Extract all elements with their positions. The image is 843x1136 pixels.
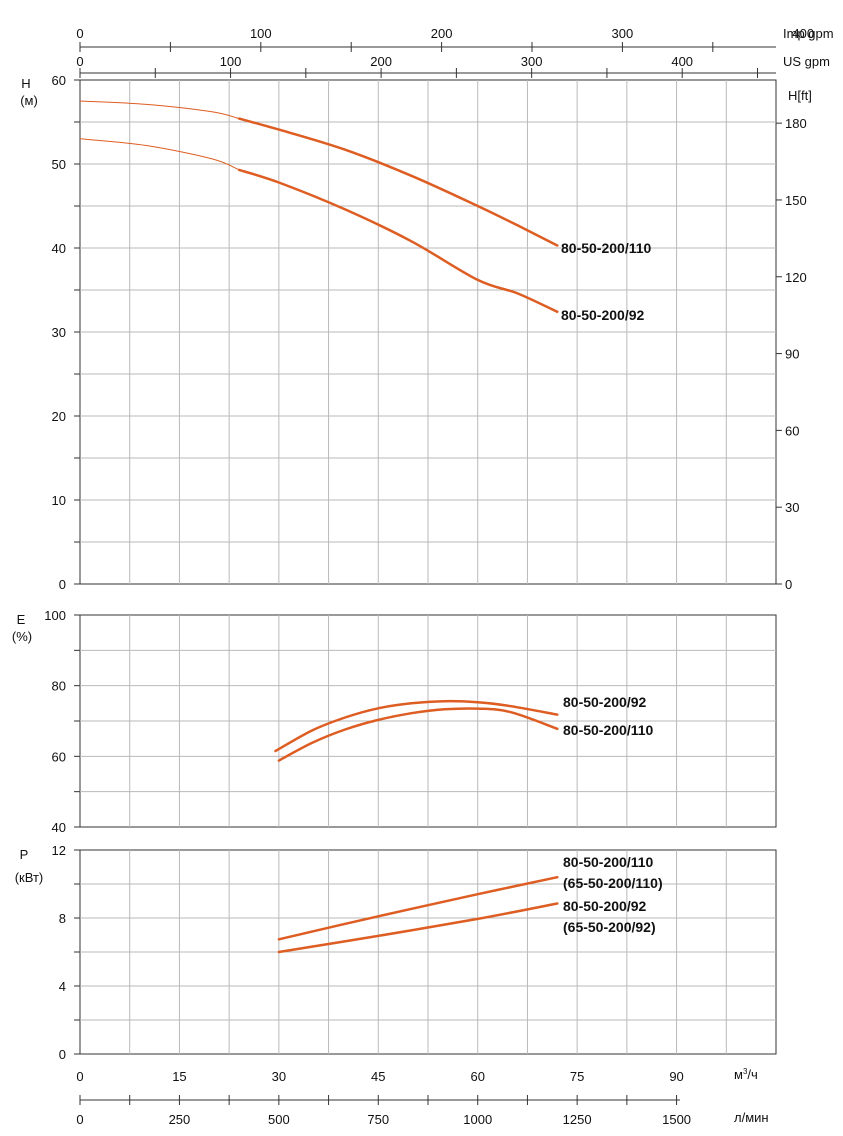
head-ft-tick-label: 0 <box>785 577 792 592</box>
lmin-tick-label: 1500 <box>662 1112 691 1127</box>
power-y-tick-label: 4 <box>59 979 66 994</box>
head-ft-tick-label: 180 <box>785 116 807 131</box>
m3h-tick-label: 0 <box>76 1069 83 1084</box>
head-y-tick-label: 50 <box>52 157 66 172</box>
efficiency-y-tick-label: 80 <box>52 679 66 694</box>
m3h-tick-label: 60 <box>470 1069 484 1084</box>
head-y-tick-label: 0 <box>59 577 66 592</box>
us-gpm-tick-label: 400 <box>671 54 693 69</box>
efficiency-axis-symbol: E <box>17 612 26 627</box>
power-axis-unit: (кВт) <box>15 870 44 885</box>
imp-gpm-tick-label: 200 <box>431 26 453 41</box>
top-flow-axes: Imp gpm US gpm <box>80 26 834 74</box>
head-curve-thin <box>79 100 240 120</box>
power-axis-symbol: P <box>20 847 29 862</box>
m3h-tick-label: 15 <box>172 1069 186 1084</box>
us-gpm-tick-label: 200 <box>370 54 392 69</box>
lmin-tick-label: 750 <box>367 1112 389 1127</box>
power-curve <box>277 902 559 954</box>
power-y-tick-label: 8 <box>59 911 66 926</box>
lmin-tick-label: 0 <box>76 1112 83 1127</box>
head-curve <box>237 117 559 247</box>
imp-gpm-tick-label: 300 <box>612 26 634 41</box>
efficiency-y-tick-label: 100 <box>44 608 66 623</box>
us-gpm-tick-label: 300 <box>521 54 543 69</box>
imp-gpm-tick-label: 100 <box>250 26 272 41</box>
m3h-tick-label: 30 <box>272 1069 286 1084</box>
head-y-tick-label: 60 <box>52 73 66 88</box>
lmin-tick-label: 500 <box>268 1112 290 1127</box>
lmin-unit: л/мин <box>734 1110 769 1125</box>
power-series-sublabel: (65-50-200/110) <box>563 875 663 891</box>
us-gpm-tick-label: 100 <box>220 54 242 69</box>
head-curve-thin <box>79 138 240 171</box>
efficiency-panel: E (%) <box>12 612 777 828</box>
efficiency-y-tick-label: 60 <box>52 749 66 764</box>
head-y-tick-label: 40 <box>52 241 66 256</box>
efficiency-y-tick-label: 40 <box>52 820 66 835</box>
power-series-label: 80-50-200/92 <box>563 898 647 914</box>
power-series-label: 80-50-200/110 <box>563 854 654 870</box>
chart-marks: 6050403020100180150120906030010080604012… <box>44 26 814 1127</box>
power-y-tick-label: 0 <box>59 1047 66 1062</box>
head-axis-symbol: H <box>21 76 30 91</box>
us-gpm-tick-label: 0 <box>76 54 83 69</box>
head-y-tick-label: 30 <box>52 325 66 340</box>
m3h-tick-label: 75 <box>570 1069 584 1084</box>
head-series-label: 80-50-200/110 <box>561 240 652 256</box>
m3h-tick-label: 45 <box>371 1069 385 1084</box>
power-y-tick-label: 12 <box>52 843 66 858</box>
power-series-sublabel: (65-50-200/92) <box>563 919 656 935</box>
imp-gpm-tick-label: 0 <box>76 26 83 41</box>
head-y-tick-label: 20 <box>52 409 66 424</box>
m3h-unit: м3/ч <box>734 1067 758 1082</box>
bottom-flow-axes: м3/ч л/мин <box>80 1067 769 1125</box>
head-ft-tick-label: 120 <box>785 270 807 285</box>
efficiency-curve <box>277 707 559 762</box>
head-ft-tick-label: 60 <box>785 423 799 438</box>
lmin-tick-label: 1250 <box>563 1112 592 1127</box>
head-ft-axis-label: H[ft] <box>788 88 812 103</box>
head-axis-unit: (м) <box>20 93 38 108</box>
power-curve <box>277 875 559 941</box>
m3h-tick-label: 90 <box>669 1069 683 1084</box>
efficiency-curve <box>274 699 559 753</box>
head-series-label: 80-50-200/92 <box>561 307 645 323</box>
head-panel: H (м) H[ft] <box>20 76 812 585</box>
head-ft-tick-label: 30 <box>785 500 799 515</box>
head-ft-tick-label: 150 <box>785 193 807 208</box>
efficiency-axis-unit: (%) <box>12 629 32 644</box>
head-y-tick-label: 10 <box>52 493 66 508</box>
us-gpm-unit: US gpm <box>783 54 830 69</box>
head-ft-tick-label: 90 <box>785 347 799 362</box>
head-curve <box>237 168 559 314</box>
lmin-tick-label: 1000 <box>463 1112 492 1127</box>
efficiency-series-label: 80-50-200/92 <box>563 694 647 710</box>
imp-gpm-unit: Imp gpm <box>783 26 834 41</box>
imp-gpm-tick-label: 400 <box>792 26 814 41</box>
lmin-tick-label: 250 <box>169 1112 191 1127</box>
efficiency-series-label: 80-50-200/110 <box>563 722 654 738</box>
